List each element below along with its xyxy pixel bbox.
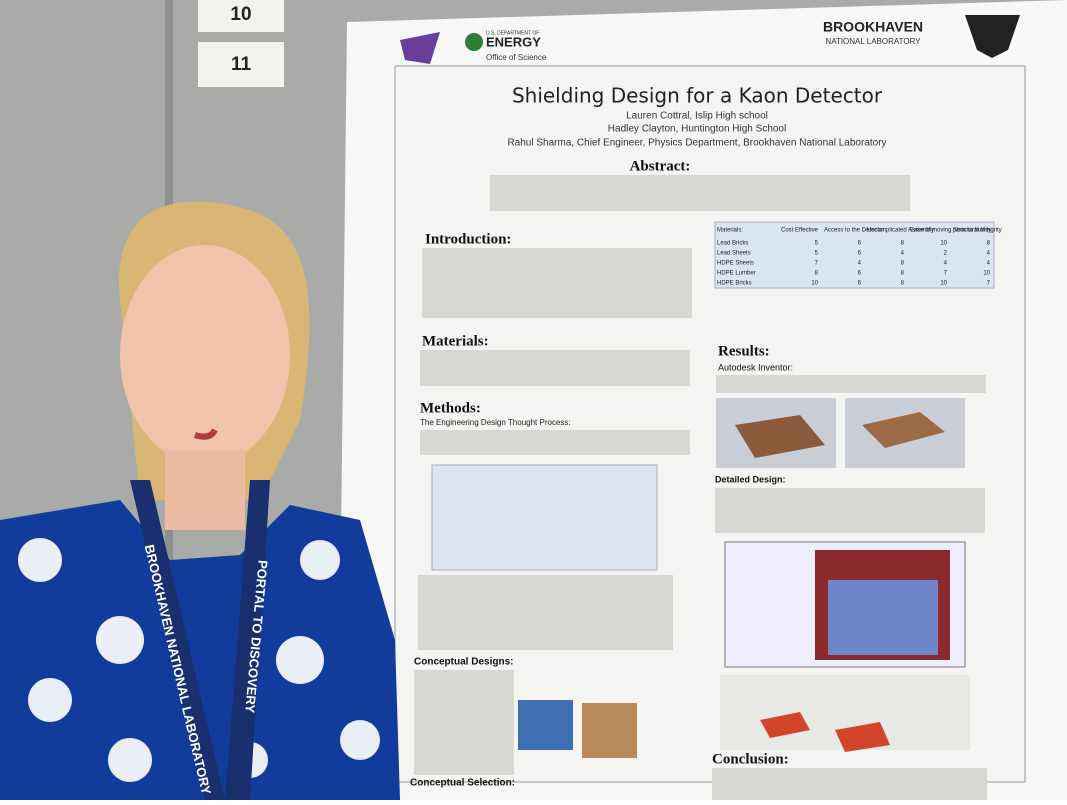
heading: Abstract: <box>630 158 691 174</box>
figure-shape <box>835 722 890 752</box>
table-cell: 4 <box>858 261 862 267</box>
figure <box>518 700 573 750</box>
table-cell: 5 <box>815 241 819 247</box>
table-cell: 4 <box>901 251 905 257</box>
heading: Materials: <box>422 333 489 349</box>
table-cell: HDPE Sheets <box>717 261 754 267</box>
doe-seal <box>465 33 483 51</box>
face <box>120 245 290 465</box>
figure-shape <box>828 580 938 655</box>
figure <box>582 703 637 758</box>
table-header: Uncomplicated Assembly <box>867 228 934 234</box>
figure-shape <box>862 412 945 448</box>
figure-shape <box>735 415 825 458</box>
figure-shape <box>760 712 810 738</box>
table-cell: 4 <box>987 261 991 267</box>
table-header: Materials: <box>717 228 743 234</box>
logo-text: NATIONAL LABORATORY <box>825 37 921 46</box>
heading: Conceptual Designs: <box>414 657 513 668</box>
table-cell: 8 <box>901 271 905 277</box>
dress <box>0 500 400 800</box>
table-cell: 2 <box>944 251 948 257</box>
subheading: Autodesk Inventor: <box>718 362 793 372</box>
table-cell: 5 <box>815 251 819 257</box>
heading: Conclusion: <box>712 751 789 767</box>
heading: Results: <box>718 343 770 359</box>
table-cell: 4 <box>944 261 948 267</box>
smile <box>194 428 218 440</box>
text-block <box>418 575 673 650</box>
author: Hadley Clayton, Huntington High School <box>608 124 786 135</box>
text-block <box>420 430 690 455</box>
poster-title: Shielding Design for a Kaon Detector <box>512 84 883 108</box>
heading: Methods: <box>420 400 481 416</box>
lanyard <box>225 480 270 800</box>
table-cell: 6 <box>858 251 862 257</box>
logo-text: Office of Science <box>486 53 547 62</box>
table-cell: 8 <box>901 281 905 287</box>
author: Rahul Sharma, Chief Engineer, Physics De… <box>507 138 886 149</box>
logo-text: BROOKHAVEN <box>823 19 923 35</box>
table-cell: 8 <box>901 261 905 267</box>
author: Lauren Cottral, Islip High school <box>626 111 768 122</box>
tag-text: 10 <box>230 4 251 25</box>
logo-left <box>400 32 440 64</box>
tag-text: 11 <box>231 54 252 75</box>
table-cell: 7 <box>944 271 948 277</box>
table-cell: 4 <box>987 251 991 257</box>
table-cell: 10 <box>940 281 947 287</box>
table-cell: 8 <box>901 241 905 247</box>
text-block <box>712 768 987 800</box>
tag <box>198 42 284 87</box>
text-block <box>716 375 986 393</box>
tag <box>198 0 284 32</box>
table-cell: HDPE Bricks <box>717 281 752 287</box>
table-cell: Lead Sheets <box>717 251 751 257</box>
table-cell: 8 <box>987 241 991 247</box>
table-bg <box>714 221 995 289</box>
table-header: Ease of moving parts to facility <box>910 228 991 234</box>
heading: Conceptual Selection: <box>410 778 515 789</box>
logo-right <box>965 15 1020 58</box>
table-cell: Lead Bricks <box>717 241 748 247</box>
table-header: Access to the Detector <box>824 228 884 234</box>
table-cell: 7 <box>987 281 991 287</box>
logo-text: U.S. DEPARTMENT OF <box>486 30 539 36</box>
spec-table <box>431 464 658 571</box>
text-block <box>422 248 692 318</box>
text-block <box>414 670 514 775</box>
table-cell: 10 <box>940 241 947 247</box>
logo-text: ENERGY <box>486 34 541 49</box>
subheading: The Engineering Design Thought Process: <box>420 418 571 427</box>
lanyard <box>130 480 225 800</box>
table-cell: 7 <box>815 261 819 267</box>
table-cell: HDPE Lumber <box>717 271 756 277</box>
table-cell: 6 <box>858 241 862 247</box>
text-block <box>715 488 985 533</box>
materials-table: Materials: Cost Effective Access to the De… <box>714 221 1002 289</box>
text-block <box>420 350 690 386</box>
heading: Introduction: <box>425 231 511 247</box>
neck <box>165 450 245 530</box>
table-cell: 10 <box>983 271 990 277</box>
subheading: Detailed Design: <box>715 474 786 484</box>
table-cell: 6 <box>858 281 862 287</box>
table-header: Cost Effective <box>781 228 819 234</box>
table-cell: 6 <box>858 271 862 277</box>
table-cell: 8 <box>815 271 819 277</box>
table-cell: 10 <box>811 281 818 287</box>
table-header: Structural Integrity <box>953 228 1002 234</box>
text-block <box>490 175 910 211</box>
